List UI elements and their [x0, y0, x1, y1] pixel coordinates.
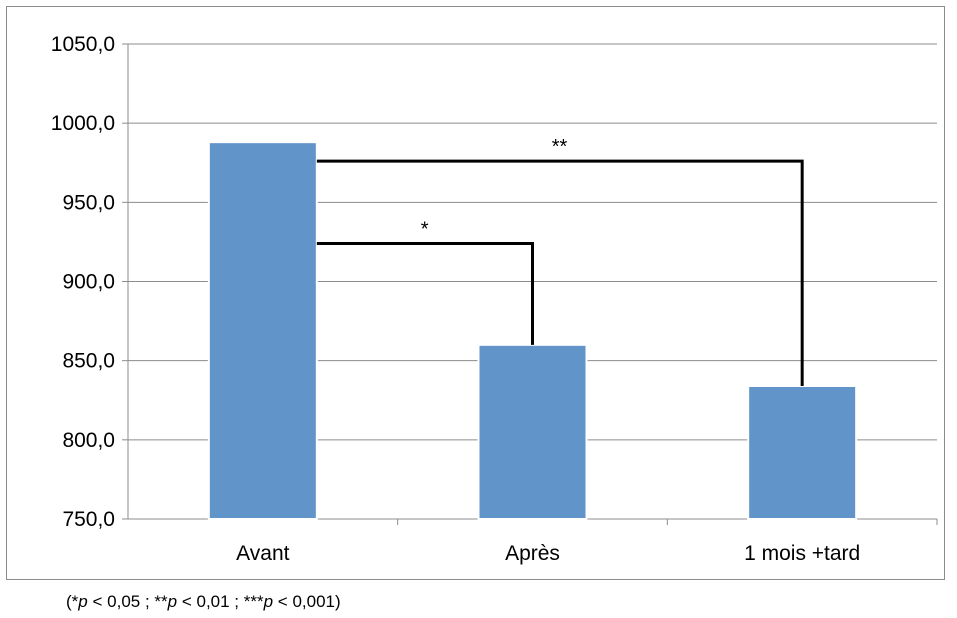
footnote-stars-3: *** — [243, 592, 264, 611]
footnote-open: ( — [66, 592, 72, 611]
bar-1 — [477, 343, 588, 521]
footnote-threshold-2: < 0,01 ; — [177, 592, 244, 611]
x-category-label: 1 mois +tard — [744, 542, 860, 565]
footnote-p-3: p — [263, 592, 274, 611]
x-category-label: Avant — [236, 542, 289, 565]
significance-bracket-0 — [316, 242, 534, 345]
footnote-threshold-1: < 0,05 ; — [87, 592, 155, 611]
y-tick-label: 1000,0 — [51, 112, 115, 135]
bar-0 — [207, 141, 318, 521]
y-tick-label: 1050,0 — [51, 33, 115, 56]
significance-label-0: * — [421, 219, 429, 241]
significance-footnote: (*p < 0,05 ; **p < 0,01 ; ***p < 0,001) — [66, 592, 341, 612]
footnote-p-2: p — [167, 592, 178, 611]
significance-bracket-1 — [316, 159, 804, 386]
y-tick-label: 950,0 — [62, 191, 115, 214]
footnote-threshold-3: < 0,001) — [273, 592, 341, 611]
y-tick-label: 850,0 — [62, 350, 115, 373]
y-tick-label: 800,0 — [62, 429, 115, 452]
significance-label-1: ** — [552, 136, 568, 158]
x-category-label: Après — [505, 542, 560, 565]
footnote-p-1: p — [78, 592, 88, 611]
footnote-stars-2: ** — [154, 592, 168, 611]
footnote-stars-1: * — [71, 592, 79, 611]
y-tick-label: 750,0 — [62, 508, 115, 531]
y-tick-label: 900,0 — [62, 271, 115, 294]
bar-2 — [747, 385, 858, 520]
